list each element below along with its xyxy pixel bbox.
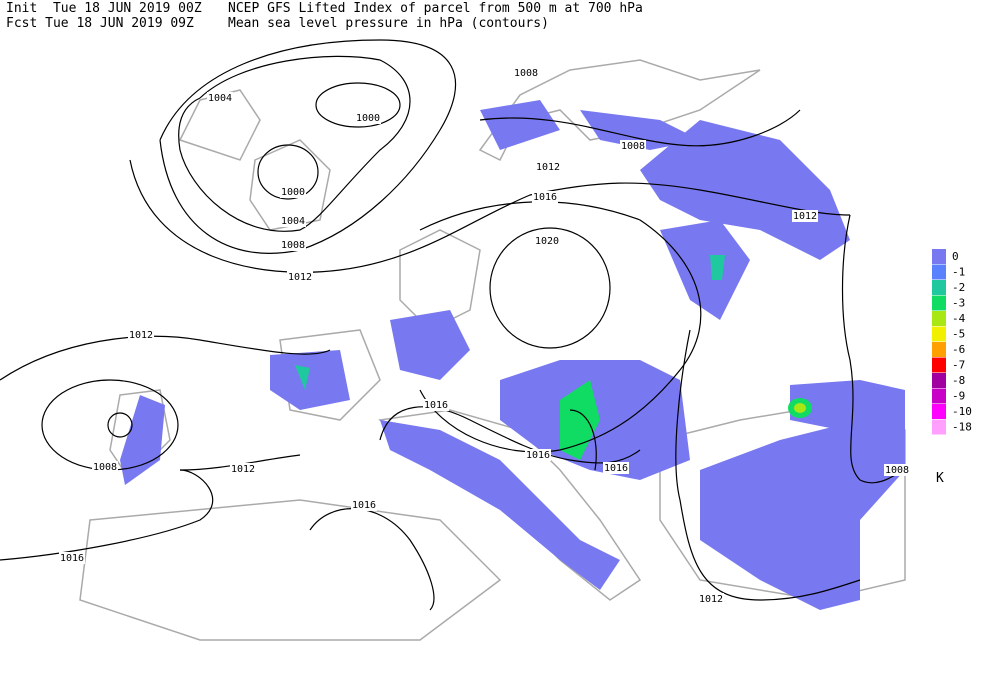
contour-label-bg xyxy=(792,210,818,222)
legend-swatch xyxy=(932,264,946,280)
legend-swatch xyxy=(932,326,946,342)
contour-label-bg xyxy=(620,140,646,152)
contour-label-bg xyxy=(603,462,629,474)
contour-label: 1012 xyxy=(231,464,255,475)
legend-swatch xyxy=(932,373,946,388)
legend-swatch xyxy=(932,419,946,435)
contour-label-bg xyxy=(534,235,560,247)
contour-label-bg xyxy=(513,67,539,79)
contour-label-bg xyxy=(280,186,306,198)
contour-label: 1016 xyxy=(526,450,550,461)
contour-label: 1000 xyxy=(356,113,380,124)
contour-label: 1008 xyxy=(281,240,305,251)
legend-label: -4 xyxy=(952,312,966,325)
legend-swatch xyxy=(932,388,946,404)
contour-label: 1016 xyxy=(60,553,84,564)
contour-label-bg xyxy=(532,191,558,203)
legend-swatch xyxy=(932,295,946,311)
legend-swatch xyxy=(932,280,946,295)
legend-label: -5 xyxy=(952,328,965,341)
legend-label: -2 xyxy=(952,281,965,294)
contour-label: 1008 xyxy=(621,141,645,152)
contour-label-bg xyxy=(525,449,551,461)
contour-label: 1012 xyxy=(699,594,723,605)
contour-label: 1016 xyxy=(533,192,557,203)
legend-label: -1 xyxy=(952,266,965,279)
contour-label-bg xyxy=(535,161,561,173)
contour-label: 1004 xyxy=(281,216,305,227)
contour-label-bg xyxy=(59,552,85,564)
legend-label: 0 xyxy=(952,250,959,263)
legend-label: -10 xyxy=(952,405,972,418)
legend-label: -7 xyxy=(952,359,965,372)
legend-swatch xyxy=(932,357,946,373)
contour-label: 1012 xyxy=(793,211,817,222)
contour-label: 1012 xyxy=(288,272,312,283)
legend-swatch xyxy=(932,404,946,419)
header-left: Init Tue 18 JUN 2019 00Z xyxy=(6,1,202,16)
header-left: Fcst Tue 18 JUN 2019 09Z xyxy=(6,16,194,31)
contour-label: 1000 xyxy=(281,187,305,198)
contour-label: 1008 xyxy=(885,465,909,476)
contour-label-bg xyxy=(230,463,256,475)
legend-label: -3 xyxy=(952,297,965,310)
contour-label-bg xyxy=(207,92,233,104)
legend-unit: K xyxy=(936,471,944,486)
contour-label: 1016 xyxy=(352,500,376,511)
contour-label: 1016 xyxy=(604,463,628,474)
legend-label: -9 xyxy=(952,390,965,403)
lifted-index-shading xyxy=(120,100,905,610)
contour-label: 1004 xyxy=(208,93,232,104)
contour-label: 1008 xyxy=(93,462,117,473)
legend: 0 -1 -2 -3 -4 -5 -6 -7 -8 -9 -10 -18 xyxy=(932,249,972,435)
contour-label-bg xyxy=(698,593,724,605)
contour-label-bg xyxy=(280,239,306,251)
contour-label-bg xyxy=(280,215,306,227)
contour-label-bg xyxy=(128,329,154,341)
contour-label-bg xyxy=(884,464,910,476)
legend-swatch xyxy=(932,342,946,357)
contour-label-bg xyxy=(355,112,381,124)
header: Init Tue 18 JUN 2019 00Z NCEP GFS Lifted… xyxy=(6,1,643,31)
contour-label-bg xyxy=(92,461,118,473)
legend-swatch xyxy=(932,311,946,326)
legend-label: -18 xyxy=(952,421,972,434)
contour-label-bg xyxy=(423,399,449,411)
header-right: Mean sea level pressure in hPa (contours… xyxy=(228,16,549,31)
legend-label: -6 xyxy=(952,343,965,356)
contour-label: 1012 xyxy=(536,162,560,173)
contour-label-bg xyxy=(351,499,377,511)
contour-label: 1020 xyxy=(535,236,559,247)
contour-label-bg xyxy=(287,271,313,283)
contour-label: 1016 xyxy=(424,400,448,411)
legend-label: -8 xyxy=(952,374,965,387)
legend-swatch xyxy=(932,249,946,264)
contour-labels: 1008 1004 1000 1000 1008 1012 1016 1004 1008 1020… xyxy=(59,67,910,605)
contour-label: 1012 xyxy=(129,330,153,341)
contour-label: 1008 xyxy=(514,68,538,79)
header-right: NCEP GFS Lifted Index of parcel from 500… xyxy=(228,1,643,16)
